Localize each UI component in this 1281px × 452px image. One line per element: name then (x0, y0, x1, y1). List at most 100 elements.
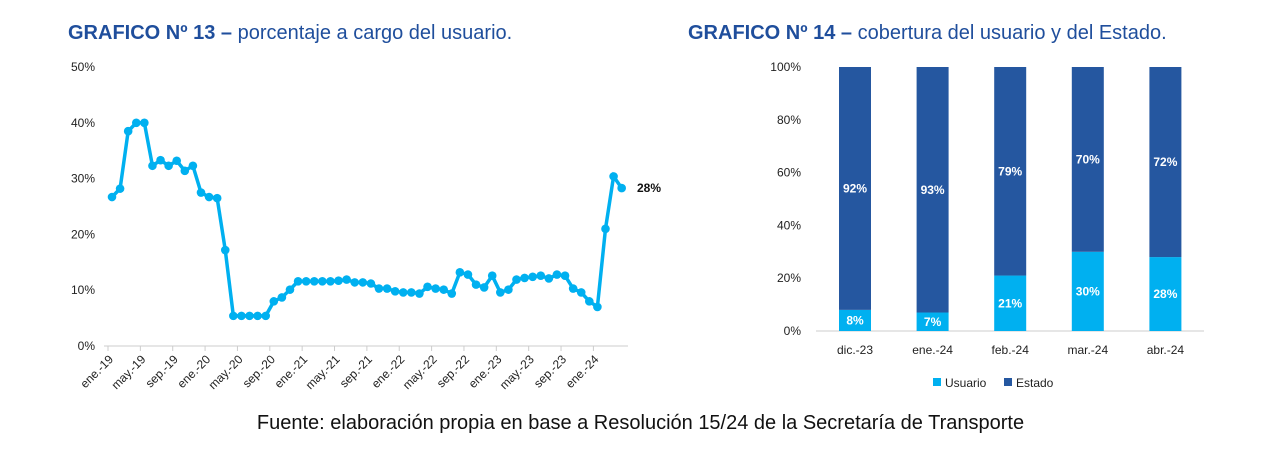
data-point (552, 270, 562, 279)
legend-swatch (933, 378, 941, 386)
bar-label: 7% (924, 315, 942, 329)
data-point (544, 274, 554, 283)
data-point (342, 275, 351, 284)
data-point (188, 161, 198, 171)
data-point (334, 276, 343, 286)
bar-usuario (839, 309, 871, 331)
x-tick-label: may.-21 (303, 352, 343, 392)
y-tick-label: 10% (71, 283, 95, 297)
data-point (390, 287, 400, 296)
data-point (609, 172, 618, 181)
bar-label: 28% (1153, 287, 1177, 301)
bar-estado (916, 67, 949, 313)
x-tick-label: ene.-24 (912, 343, 953, 357)
data-point (293, 276, 303, 286)
data-point (326, 276, 335, 286)
y-tick-label: 40% (71, 116, 95, 130)
x-tick-label: ene.-24 (563, 352, 602, 391)
bar-label: 79% (998, 164, 1022, 178)
bar-estado (1071, 67, 1104, 252)
bar-label: 92% (843, 181, 867, 195)
x-tick-label: sep.-19 (143, 352, 181, 390)
data-point (560, 271, 570, 280)
series-line (110, 121, 624, 318)
data-point (261, 311, 271, 321)
data-point (512, 275, 521, 284)
data-point (358, 278, 368, 287)
y-tick-label: 40% (777, 218, 801, 232)
data-point (196, 188, 206, 197)
data-point (528, 272, 537, 282)
bar-usuario (1149, 257, 1182, 331)
data-point (164, 161, 173, 171)
data-point (471, 280, 481, 289)
data-point (374, 284, 384, 293)
data-point (269, 297, 279, 306)
data-point (212, 193, 222, 203)
bar-usuario (916, 312, 949, 331)
source-footer: Fuente: elaboración propia en base a Res… (256, 412, 1025, 434)
chart13-title-number: GRAFICO Nº 13 – (68, 22, 233, 44)
data-point (180, 166, 190, 176)
x-tick-label: sep.-22 (434, 352, 472, 390)
y-tick-label: 50% (71, 60, 95, 74)
data-point (318, 276, 327, 286)
x-tick-label: sep.-21 (337, 352, 375, 390)
data-point (447, 289, 457, 298)
x-tick-label: sep.-23 (531, 352, 569, 390)
x-tick-label: may.-22 (400, 352, 440, 392)
data-point (568, 284, 578, 293)
data-point (504, 285, 513, 294)
y-tick-label: 0% (78, 339, 96, 353)
bar-estado (839, 67, 871, 310)
data-point (229, 311, 238, 321)
y-tick-label: 30% (71, 172, 95, 186)
x-tick-label: abr.-24 (1147, 343, 1185, 357)
bar-usuario (994, 275, 1027, 331)
bar-label: 93% (921, 183, 945, 197)
x-tick-label: sep.-20 (240, 352, 278, 390)
data-point (423, 282, 432, 292)
data-point (617, 183, 626, 193)
y-tick-label: 20% (777, 271, 801, 285)
legend-label: Estado (1016, 376, 1054, 390)
legend-label: Usuario (945, 376, 987, 390)
chart14-title: GRAFICO Nº 14 – cobertura del usuario y … (688, 22, 1167, 45)
data-point (140, 118, 149, 128)
data-point (156, 155, 165, 165)
data-point (601, 224, 610, 234)
bar-estado (1149, 67, 1182, 258)
data-point (536, 271, 546, 280)
legend-swatch (1004, 378, 1012, 386)
data-point (253, 311, 262, 321)
data-point (576, 288, 586, 297)
y-tick-label: 20% (71, 227, 95, 241)
data-point (398, 288, 408, 297)
x-tick-label: may.-23 (497, 352, 537, 392)
data-point (131, 118, 141, 128)
x-tick-label: mar.-24 (1067, 343, 1108, 357)
data-point (204, 192, 214, 202)
x-tick-label: dic.-23 (837, 343, 873, 357)
last-value-label: 28% (637, 181, 661, 195)
data-point (407, 288, 416, 297)
bar-usuario (1071, 251, 1104, 331)
data-point (593, 302, 602, 312)
data-point (115, 184, 125, 193)
data-point (237, 311, 246, 321)
data-point (439, 285, 448, 294)
data-point (382, 284, 392, 293)
data-point (285, 285, 295, 294)
data-point (148, 161, 157, 171)
data-point (455, 268, 465, 277)
chart14-title-number: GRAFICO Nº 14 – (688, 22, 853, 44)
data-point (172, 156, 182, 166)
chart13-title-text: porcentaje a cargo del usuario. (232, 22, 513, 44)
x-tick-label: feb.-24 (992, 343, 1030, 357)
data-point (123, 126, 133, 136)
x-tick-label: may.-19 (109, 352, 149, 392)
bar-label: 21% (998, 296, 1022, 310)
bar-label: 70% (1076, 152, 1100, 166)
bar-label: 8% (846, 313, 864, 327)
